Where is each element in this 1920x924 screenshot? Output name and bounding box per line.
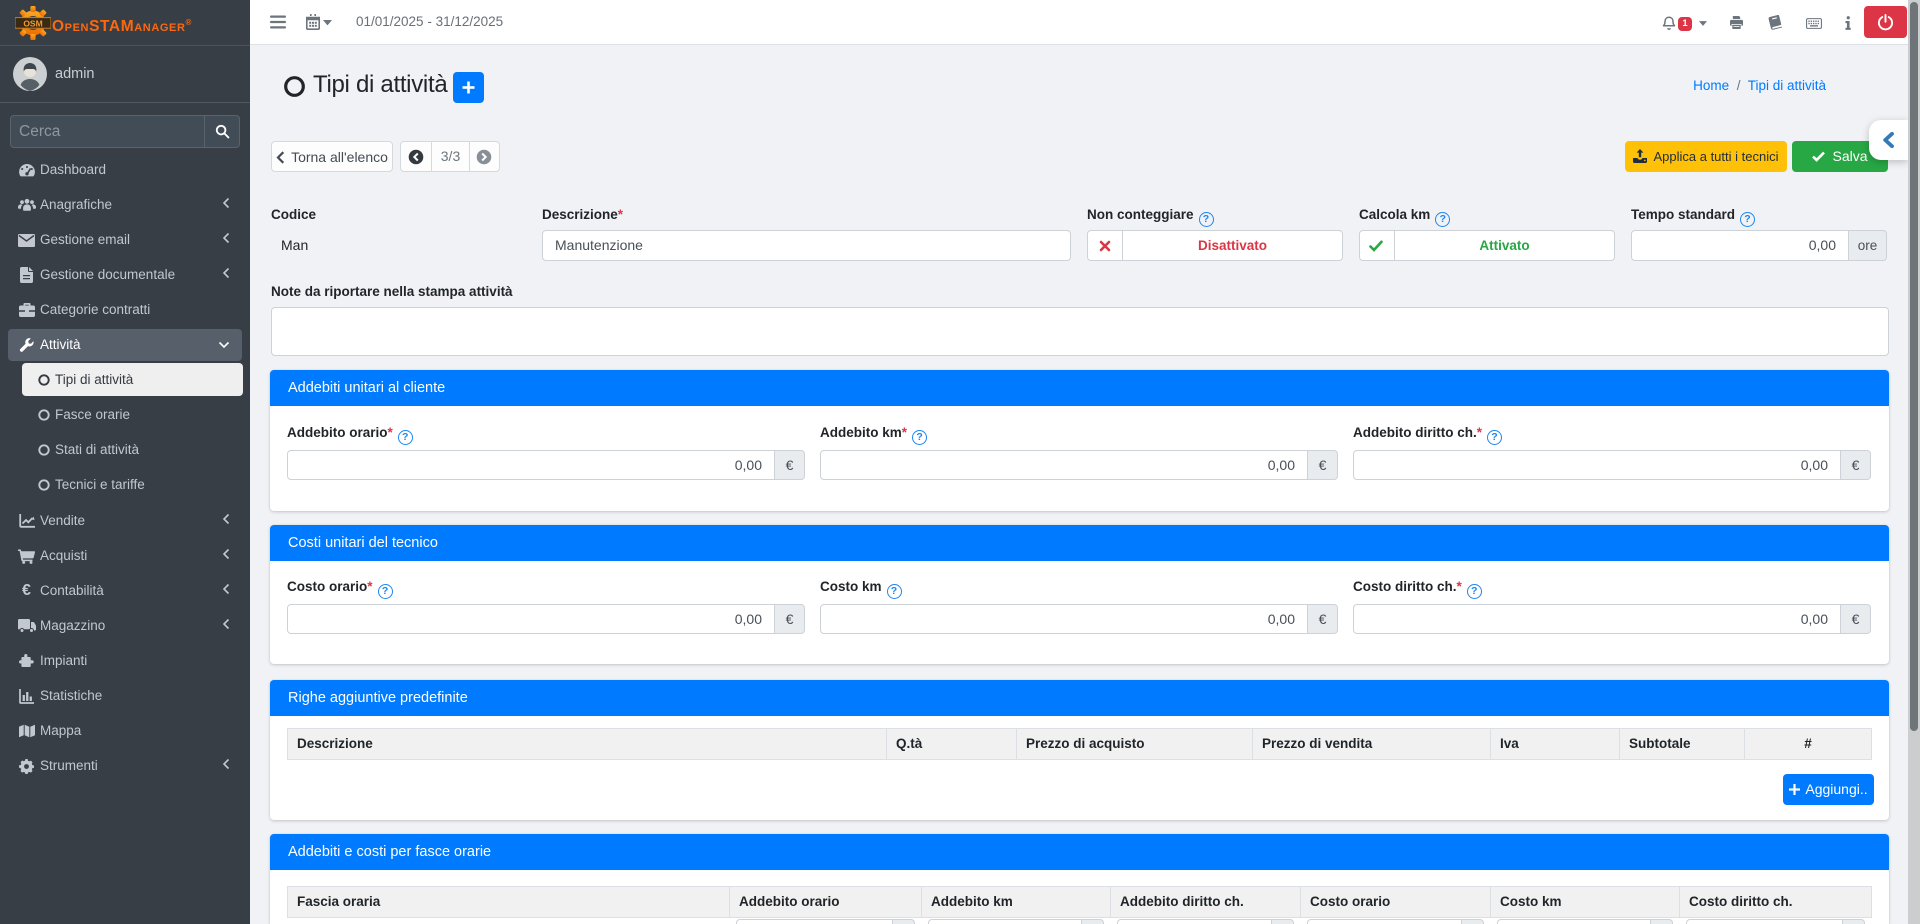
svg-text:OSM: OSM — [23, 19, 42, 29]
